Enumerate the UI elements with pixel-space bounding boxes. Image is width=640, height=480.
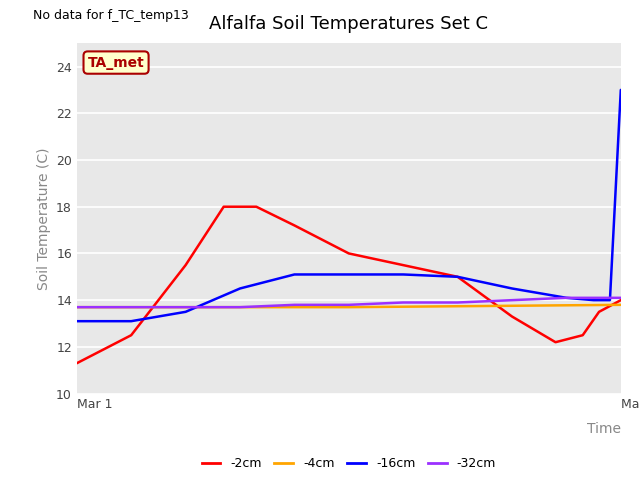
Title: Alfalfa Soil Temperatures Set C: Alfalfa Soil Temperatures Set C	[209, 15, 488, 33]
Text: TA_met: TA_met	[88, 56, 145, 70]
Legend: -2cm, -4cm, -16cm, -32cm: -2cm, -4cm, -16cm, -32cm	[196, 452, 501, 475]
Text: No data for f_TC_temp13: No data for f_TC_temp13	[33, 9, 189, 22]
Y-axis label: Soil Temperature (C): Soil Temperature (C)	[36, 147, 51, 289]
Text: Time: Time	[587, 421, 621, 436]
